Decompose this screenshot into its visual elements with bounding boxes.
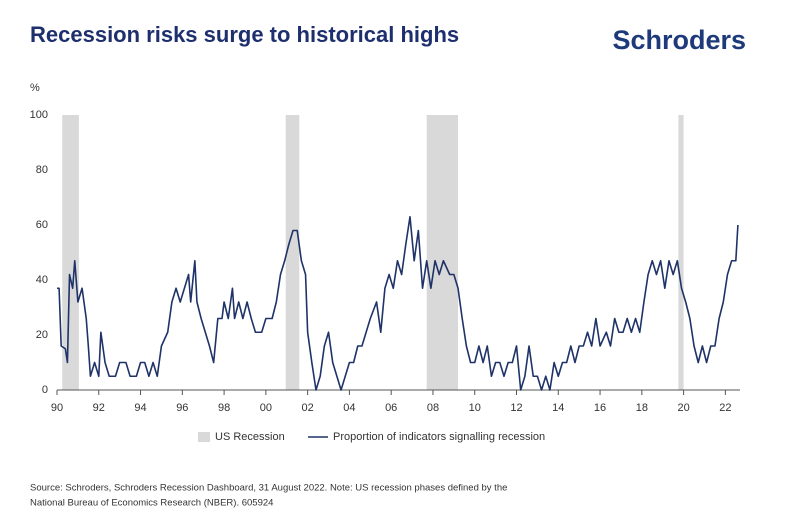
source-note: National Bureau of Economics Research (N…: [30, 498, 273, 509]
x-tick-label: 12: [510, 402, 522, 414]
recession-band: [678, 115, 684, 390]
recession-band: [62, 115, 79, 390]
x-tick-label: 10: [469, 402, 481, 414]
x-tick-label: 06: [385, 402, 397, 414]
x-tick-label: 18: [636, 402, 648, 414]
y-tick-label: 80: [36, 164, 48, 176]
legend-label: US Recession: [215, 431, 285, 443]
x-tick-label: 16: [594, 402, 606, 414]
x-tick-label: 98: [218, 402, 230, 414]
x-tick-label: 92: [93, 402, 105, 414]
y-tick-label: 100: [30, 109, 48, 121]
recession-band: [285, 115, 300, 390]
y-tick-label: 0: [42, 384, 48, 396]
x-tick-label: 00: [260, 402, 272, 414]
y-tick-label: 20: [36, 329, 48, 341]
brand-logo: Schroders: [612, 25, 746, 55]
recession-band: [426, 115, 459, 390]
data-line: [57, 215, 739, 391]
x-tick-label: 04: [343, 402, 355, 414]
x-tick-label: 94: [134, 402, 146, 414]
x-tick-label: 08: [427, 402, 439, 414]
x-tick-label: 14: [552, 402, 564, 414]
y-tick-label: 60: [36, 219, 48, 231]
y-tick-label: 40: [36, 274, 48, 286]
x-tick-label: 96: [176, 402, 188, 414]
source-note: Source: Schroders, Schroders Recession D…: [30, 483, 507, 494]
y-axis-label: %: [30, 82, 40, 94]
chart-title: Recession risks surge to historical high…: [30, 22, 459, 47]
x-tick-label: 22: [719, 402, 731, 414]
legend-label: Proportion of indicators signalling rece…: [333, 431, 545, 443]
x-tick-label: 90: [51, 402, 63, 414]
x-tick-label: 02: [302, 402, 314, 414]
legend-swatch: [198, 432, 210, 442]
x-tick-label: 20: [677, 402, 689, 414]
